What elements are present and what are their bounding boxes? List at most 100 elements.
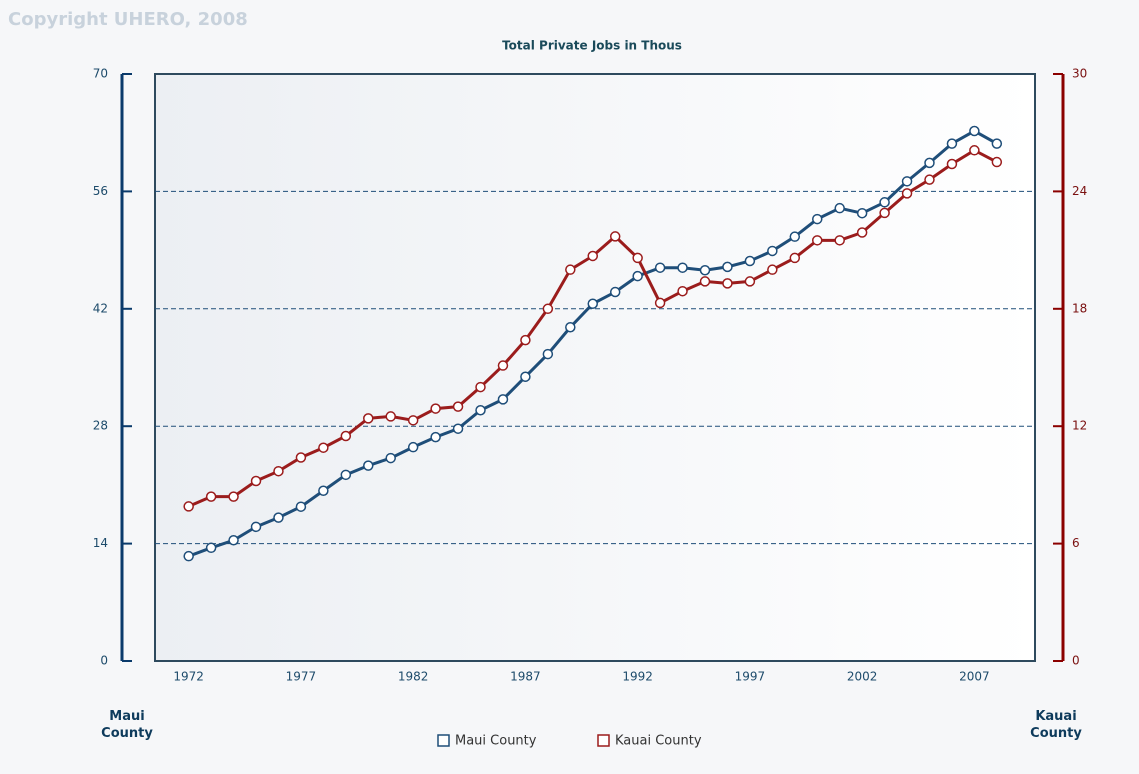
point	[295, 452, 307, 463]
point	[991, 138, 1003, 149]
point	[340, 430, 352, 442]
point	[205, 542, 217, 554]
point	[677, 262, 688, 273]
point	[542, 303, 554, 315]
point	[699, 264, 711, 276]
point	[677, 285, 688, 297]
point	[228, 491, 239, 502]
point	[407, 415, 419, 426]
x-tick-label: 1982	[398, 670, 429, 684]
point	[744, 276, 756, 287]
point	[834, 202, 845, 214]
point	[183, 550, 194, 562]
point	[744, 255, 756, 267]
point	[901, 176, 913, 187]
point	[969, 125, 980, 137]
point	[250, 521, 262, 533]
legend-label: Maui County	[455, 734, 537, 749]
point	[767, 245, 778, 257]
y-tick-label: 56	[93, 184, 108, 198]
x-tick-label: 2002	[847, 670, 878, 684]
point	[722, 278, 733, 289]
chart-title: Total Private Jobs in Thous	[502, 39, 682, 53]
x-tick-label: 1992	[622, 670, 653, 684]
legend-swatch	[437, 734, 450, 747]
point	[699, 276, 711, 287]
point	[565, 264, 576, 275]
point	[430, 431, 441, 443]
y2-tick-label: 0	[1072, 654, 1080, 668]
copyright: Copyright UHERO, 2008	[8, 9, 248, 30]
point	[273, 465, 284, 477]
point	[856, 207, 868, 219]
point	[654, 262, 666, 273]
x-tick-label: 1997	[735, 670, 766, 684]
point	[587, 250, 599, 262]
y2-tick-label: 12	[1072, 419, 1087, 433]
x-tick-label: 2007	[959, 670, 990, 684]
y2-tick-label: 18	[1072, 301, 1087, 315]
point	[205, 491, 217, 502]
point	[946, 138, 958, 149]
point	[632, 270, 643, 282]
point	[879, 197, 890, 208]
point	[295, 501, 307, 512]
point	[385, 411, 396, 422]
point	[520, 334, 531, 346]
point	[879, 207, 890, 219]
point	[363, 460, 374, 471]
y-tick-label: 70	[93, 67, 108, 81]
point	[318, 485, 329, 497]
point	[520, 371, 531, 382]
point	[856, 227, 868, 238]
point	[632, 252, 643, 264]
point	[609, 231, 621, 242]
point	[811, 235, 823, 246]
y-tick-label: 42	[93, 301, 108, 315]
point	[834, 235, 845, 246]
point	[340, 469, 352, 481]
point	[609, 286, 621, 298]
point	[452, 423, 464, 434]
point	[789, 252, 801, 264]
point	[901, 188, 913, 199]
plot-area	[154, 73, 1036, 662]
point	[811, 213, 823, 225]
y-axis-label: Maui County	[101, 709, 153, 741]
point	[497, 394, 509, 405]
x-tick-label: 1987	[510, 670, 541, 684]
y-tick-label: 14	[93, 536, 108, 550]
point	[789, 231, 801, 242]
point	[767, 264, 778, 275]
point	[228, 534, 239, 546]
point	[542, 348, 554, 360]
x-tick-label: 1977	[286, 670, 317, 684]
point	[385, 452, 396, 464]
point	[273, 512, 284, 523]
point	[318, 442, 329, 453]
point	[475, 381, 486, 393]
y-tick-label: 28	[93, 419, 108, 433]
point	[183, 501, 194, 512]
x-tick-label: 1972	[173, 670, 204, 684]
point	[407, 441, 419, 453]
point	[565, 321, 576, 333]
y2-axis-label: Kauai County	[1030, 709, 1082, 741]
legend-swatch	[597, 734, 610, 747]
point	[475, 405, 486, 416]
point	[250, 475, 262, 487]
point	[430, 403, 441, 414]
point	[363, 413, 374, 424]
legend-label: Kauai County	[615, 734, 702, 749]
point	[654, 297, 666, 309]
y-tick-label: 0	[100, 654, 108, 668]
point	[722, 261, 733, 273]
y2-tick-label: 6	[1072, 536, 1080, 550]
y2-tick-label: 30	[1072, 67, 1087, 81]
point	[946, 158, 958, 170]
point	[991, 156, 1003, 168]
y2-tick-label: 24	[1072, 184, 1087, 198]
point	[924, 174, 935, 185]
